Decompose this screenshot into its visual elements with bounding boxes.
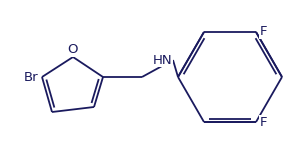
Text: F: F — [260, 25, 268, 38]
Text: O: O — [68, 43, 78, 56]
Text: F: F — [260, 116, 268, 129]
Text: HN: HN — [153, 53, 172, 67]
Text: Br: Br — [23, 71, 38, 83]
